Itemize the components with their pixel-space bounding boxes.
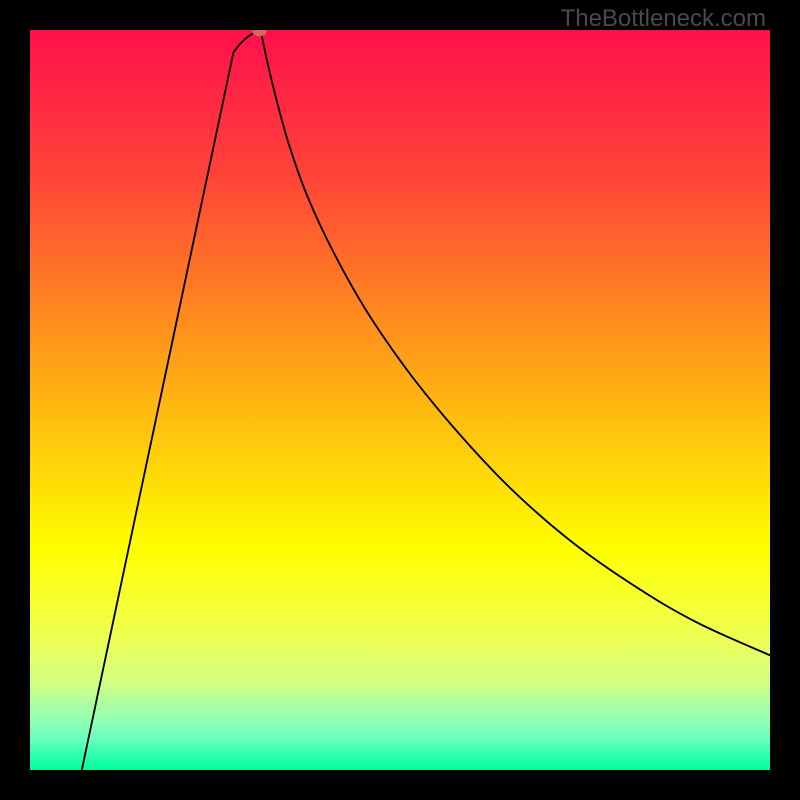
chart-background (30, 30, 770, 770)
minimum-marker (253, 30, 266, 36)
chart-svg (30, 30, 770, 770)
chart-plot-area (30, 30, 770, 770)
watermark-text: TheBottleneck.com (561, 5, 766, 33)
